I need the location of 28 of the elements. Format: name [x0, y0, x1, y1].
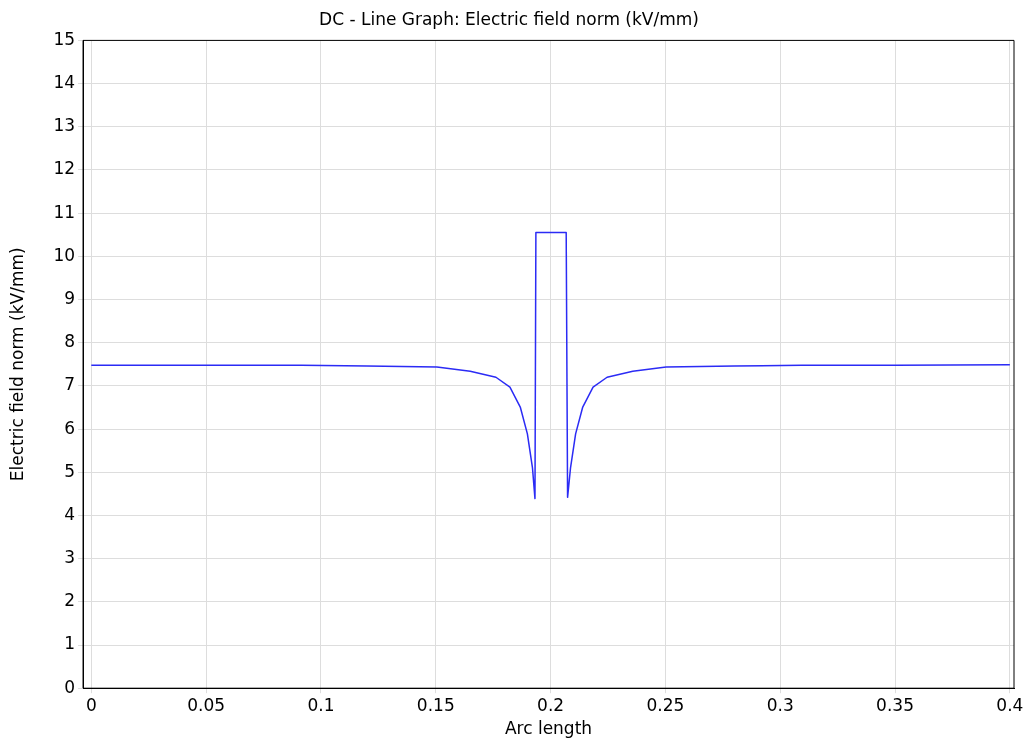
- y-tick-label: 13: [53, 115, 76, 136]
- y-tick-label: 6: [64, 417, 76, 438]
- y-tick-label: 0: [64, 676, 76, 697]
- x-tick-label: 0.05: [187, 694, 226, 715]
- y-tick-label: 12: [53, 158, 76, 179]
- x-tick-label: 0.15: [416, 694, 455, 715]
- y-tick-label: 7: [64, 374, 76, 395]
- y-axis-title: Electric field norm (kV/mm): [6, 247, 27, 482]
- y-tick-label: 2: [64, 590, 76, 611]
- y-tick-label: 4: [64, 503, 76, 524]
- x-tick-label: 0.2: [537, 694, 565, 715]
- y-tick-label: 14: [53, 72, 76, 93]
- y-tick-label: 10: [53, 244, 76, 265]
- x-axis-title: Arc length: [504, 718, 593, 739]
- y-tick-label: 5: [64, 460, 76, 481]
- x-tick-label: 0: [85, 694, 97, 715]
- y-tick-label: 11: [53, 201, 76, 222]
- y-tick-label: 8: [64, 331, 76, 352]
- chart-title: DC - Line Graph: Electric field norm (kV/mm): [319, 8, 699, 29]
- x-tick-label: 0.1: [307, 694, 335, 715]
- x-tick-label: 0.4: [996, 694, 1024, 715]
- x-tick-label: 0.25: [646, 694, 685, 715]
- x-tick-label: 0.3: [766, 694, 794, 715]
- y-tick-label: 3: [64, 547, 76, 568]
- y-tick-label: 15: [53, 28, 76, 49]
- x-tick-label: 0.35: [876, 694, 914, 715]
- y-tick-label: 1: [64, 633, 76, 654]
- y-tick-label: 9: [64, 287, 76, 308]
